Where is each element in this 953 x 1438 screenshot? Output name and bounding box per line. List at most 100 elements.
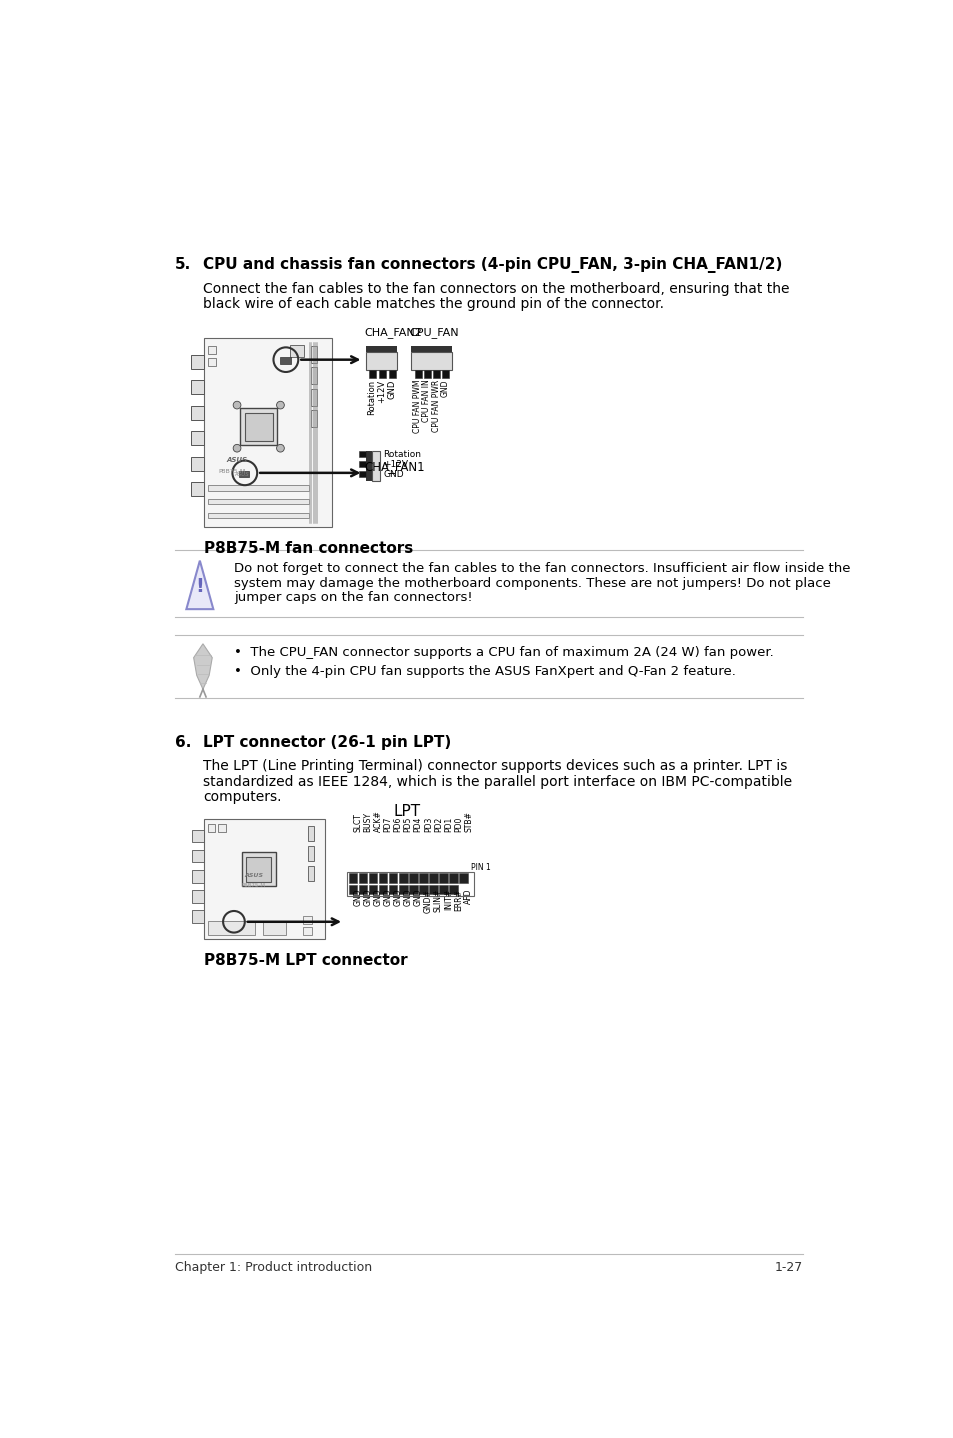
- Bar: [290, 345, 303, 358]
- Bar: [192, 890, 204, 903]
- Bar: [307, 846, 314, 861]
- Text: PD1: PD1: [443, 817, 453, 833]
- Bar: [204, 820, 324, 939]
- Text: Rotation: Rotation: [383, 450, 421, 459]
- Bar: [218, 824, 226, 831]
- Bar: [191, 381, 204, 394]
- Bar: [389, 884, 397, 894]
- Text: black wire of each cable matches the ground pin of the connector.: black wire of each cable matches the gro…: [203, 298, 663, 311]
- Bar: [449, 873, 457, 883]
- Bar: [204, 338, 332, 526]
- Text: 6.: 6.: [174, 735, 192, 749]
- Text: ACK#: ACK#: [373, 811, 382, 833]
- Bar: [411, 345, 452, 352]
- Text: 1-27: 1-27: [774, 1261, 802, 1274]
- Text: •  The CPU_FAN connector supports a CPU fan of maximum 2A (24 W) fan power.: • The CPU_FAN connector supports a CPU f…: [233, 646, 773, 659]
- Bar: [365, 345, 396, 352]
- Bar: [192, 830, 204, 843]
- Bar: [246, 857, 271, 881]
- Text: CPU and chassis fan connectors (4-pin CPU_FAN, 3-pin CHA_FAN1/2): CPU and chassis fan connectors (4-pin CP…: [203, 257, 781, 273]
- Text: PD0: PD0: [454, 817, 462, 833]
- Polygon shape: [193, 644, 212, 689]
- Bar: [358, 884, 367, 894]
- Text: GND: GND: [414, 889, 422, 906]
- Text: INIT#: INIT#: [443, 889, 453, 910]
- Bar: [191, 457, 204, 470]
- Bar: [311, 388, 316, 406]
- Bar: [369, 873, 377, 883]
- Text: PD3: PD3: [423, 817, 433, 833]
- Bar: [389, 371, 395, 378]
- Bar: [208, 513, 309, 518]
- Bar: [433, 371, 439, 378]
- Text: Connect the fan cables to the fan connectors on the motherboard, ensuring that t: Connect the fan cables to the fan connec…: [203, 282, 789, 296]
- Bar: [191, 482, 204, 496]
- Text: GND: GND: [363, 889, 372, 906]
- Bar: [192, 910, 204, 923]
- Text: 5.: 5.: [174, 257, 192, 272]
- Text: +12V: +12V: [377, 380, 386, 403]
- Bar: [358, 470, 365, 477]
- Circle shape: [233, 401, 241, 408]
- Bar: [411, 352, 452, 371]
- Text: PD2: PD2: [434, 817, 442, 833]
- Bar: [208, 358, 216, 365]
- Bar: [378, 873, 387, 883]
- Text: CPU FAN IN: CPU FAN IN: [422, 380, 431, 423]
- Bar: [303, 916, 312, 925]
- Text: AFD: AFD: [464, 889, 473, 905]
- Bar: [439, 873, 447, 883]
- Bar: [279, 358, 291, 364]
- Bar: [241, 853, 275, 886]
- Polygon shape: [186, 561, 213, 610]
- Text: P8B75-M: P8B75-M: [241, 883, 266, 889]
- Bar: [459, 873, 468, 883]
- Circle shape: [276, 401, 284, 408]
- Text: GND: GND: [383, 470, 404, 479]
- Bar: [365, 452, 372, 480]
- Text: ASUS: ASUS: [226, 457, 247, 463]
- Bar: [311, 367, 316, 384]
- Bar: [429, 873, 437, 883]
- Bar: [418, 884, 427, 894]
- Text: jumper caps on the fan connectors!: jumper caps on the fan connectors!: [233, 591, 472, 604]
- Bar: [307, 866, 314, 881]
- Bar: [262, 920, 286, 935]
- Text: Rotation: Rotation: [367, 380, 376, 414]
- Bar: [192, 870, 204, 883]
- Bar: [415, 371, 421, 378]
- Text: BUSY: BUSY: [363, 812, 372, 833]
- Bar: [192, 850, 204, 863]
- Text: •  Only the 4-pin CPU fan supports the ASUS FanXpert and Q-Fan 2 feature.: • Only the 4-pin CPU fan supports the AS…: [233, 666, 735, 679]
- Bar: [372, 452, 379, 480]
- Text: PD5: PD5: [403, 817, 413, 833]
- Text: CPU_FAN: CPU_FAN: [410, 328, 459, 338]
- Text: !: !: [195, 577, 204, 597]
- Bar: [191, 406, 204, 420]
- Text: CPU FAN PWR: CPU FAN PWR: [432, 380, 440, 431]
- Bar: [358, 873, 367, 883]
- Bar: [348, 884, 356, 894]
- Bar: [191, 355, 204, 370]
- Bar: [442, 371, 449, 378]
- Bar: [307, 825, 314, 841]
- Text: P8B75-M fan connectors: P8B75-M fan connectors: [204, 541, 414, 555]
- Text: LPT connector (26-1 pin LPT): LPT connector (26-1 pin LPT): [203, 735, 451, 749]
- Circle shape: [276, 444, 284, 452]
- Bar: [365, 352, 396, 371]
- Text: Do not forget to connect the fan cables to the fan connectors. Insufficient air : Do not forget to connect the fan cables …: [233, 562, 849, 575]
- Bar: [208, 920, 254, 935]
- Bar: [369, 371, 375, 378]
- Bar: [358, 450, 365, 457]
- Circle shape: [233, 444, 241, 452]
- Bar: [303, 928, 312, 935]
- Text: P8B75-M LPT connector: P8B75-M LPT connector: [204, 952, 408, 968]
- Text: GND: GND: [440, 380, 450, 397]
- Text: CHA_FAN2: CHA_FAN2: [364, 328, 421, 338]
- Text: PD4: PD4: [414, 817, 422, 833]
- Bar: [449, 884, 457, 894]
- Bar: [409, 873, 417, 883]
- Bar: [389, 873, 397, 883]
- Text: The LPT (Line Printing Terminal) connector supports devices such as a printer. L: The LPT (Line Printing Terminal) connect…: [203, 759, 786, 774]
- Text: CPU FAN PWM: CPU FAN PWM: [413, 380, 421, 433]
